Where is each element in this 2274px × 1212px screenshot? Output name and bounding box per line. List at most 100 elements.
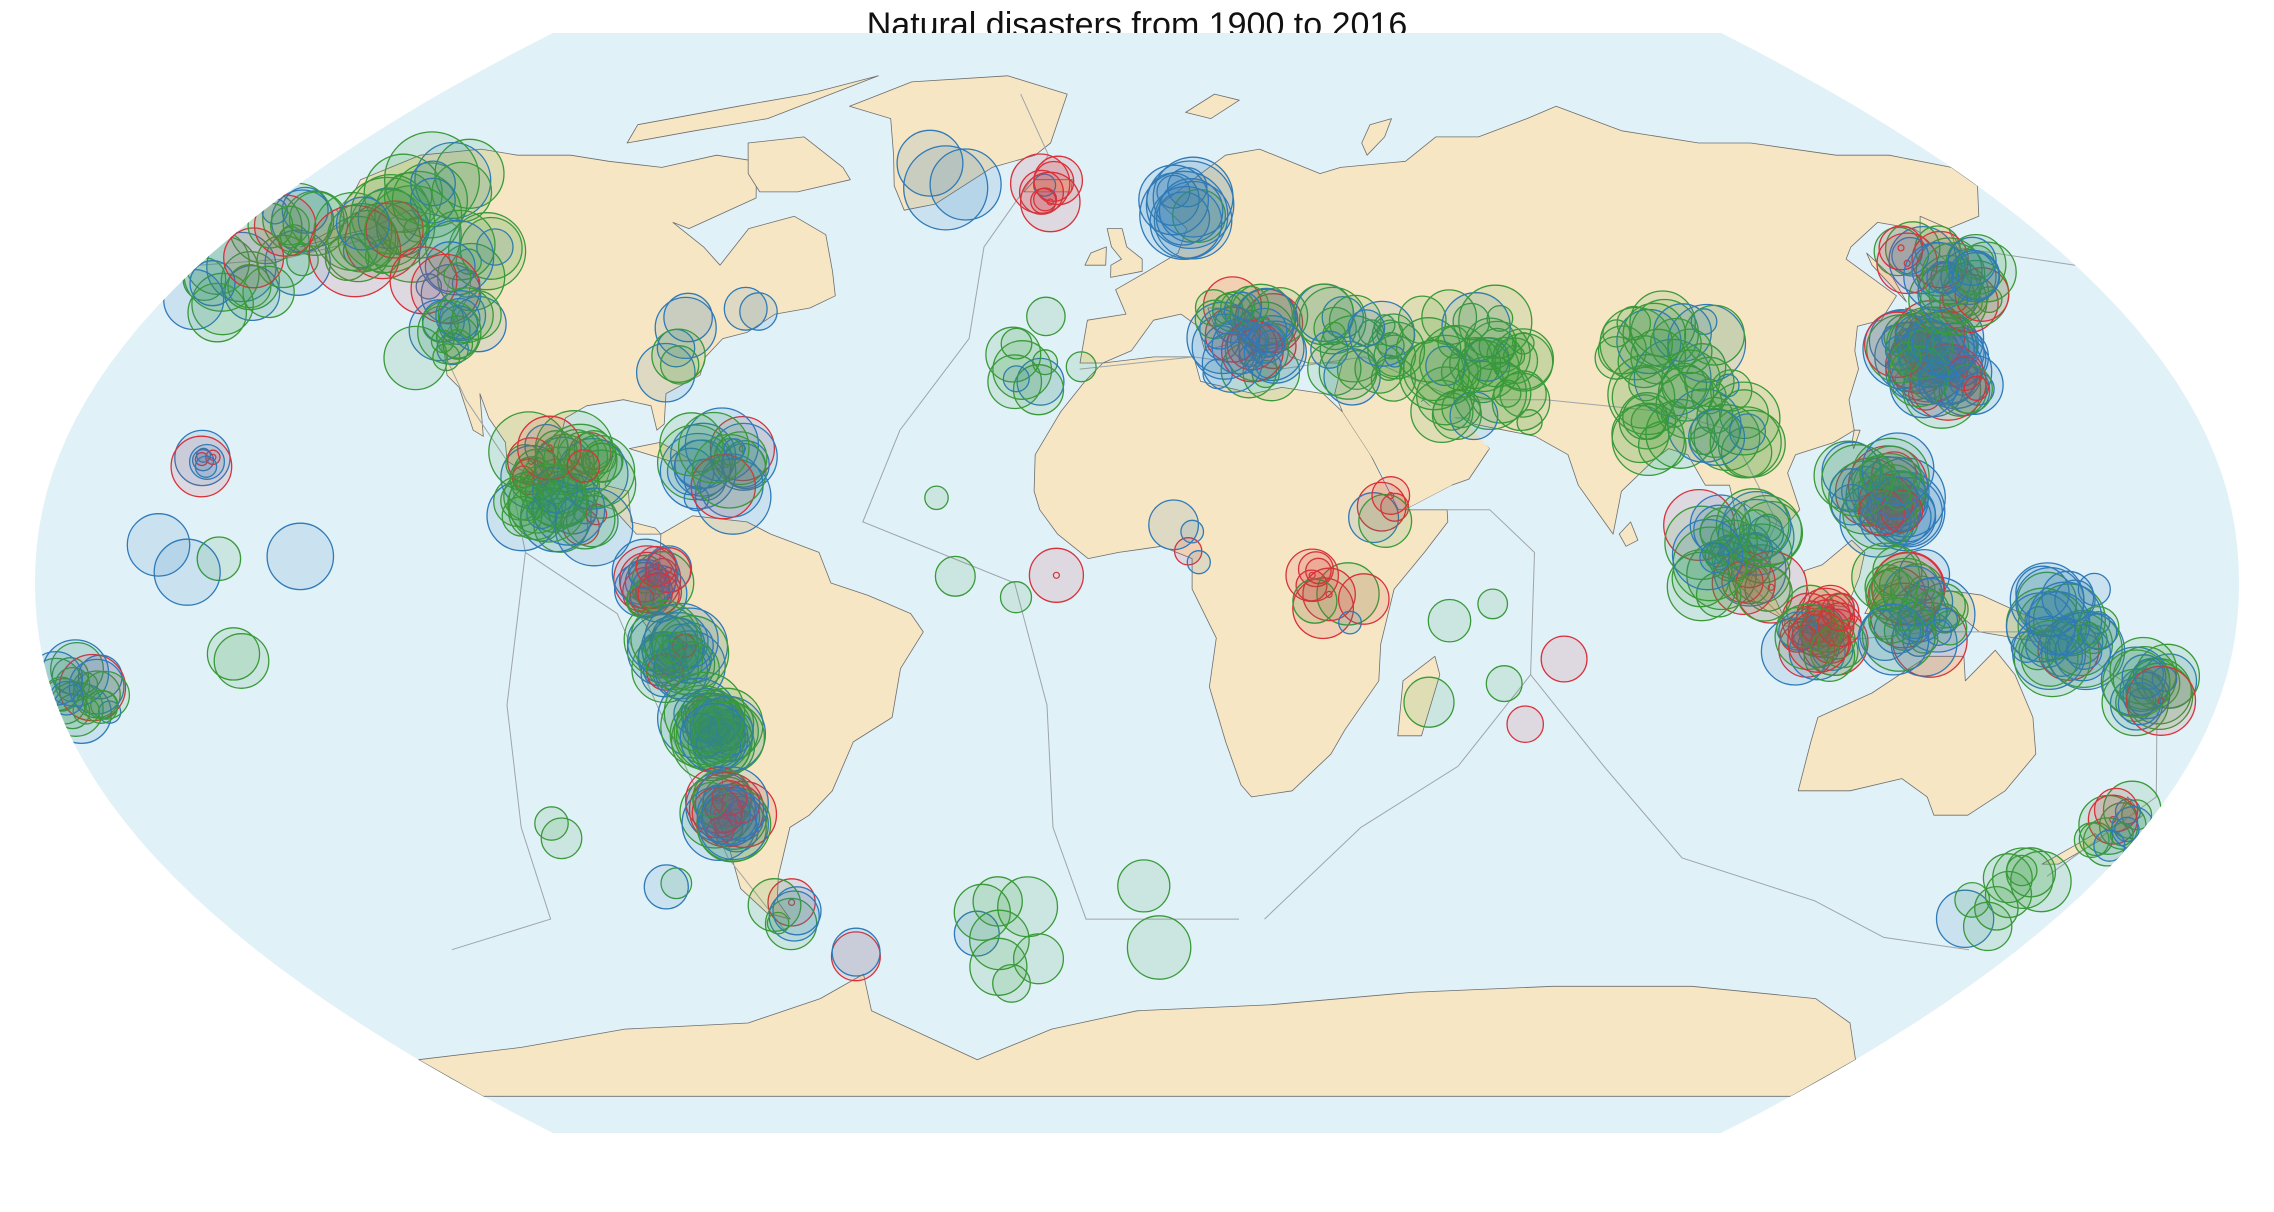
earthquake-marker[interactable] xyxy=(772,886,822,936)
tsunami-marker[interactable] xyxy=(934,555,976,597)
tsunami-marker[interactable] xyxy=(1907,329,1935,357)
earthquake-marker[interactable] xyxy=(2040,634,2084,677)
tsunami-marker[interactable] xyxy=(1313,306,1357,351)
volcano-marker[interactable] xyxy=(713,809,737,834)
tsunami-marker[interactable] xyxy=(1611,402,1686,477)
tsunami-marker[interactable] xyxy=(2082,817,2133,867)
earthquake-marker[interactable] xyxy=(1180,519,1205,544)
tsunami-marker[interactable] xyxy=(72,697,100,725)
tsunami-marker[interactable] xyxy=(1709,369,1753,412)
earthquake-marker[interactable] xyxy=(1223,291,1262,330)
earthquake-marker[interactable] xyxy=(896,129,964,197)
earthquake-marker[interactable] xyxy=(831,927,881,977)
earthquake-marker[interactable] xyxy=(195,447,212,463)
tsunami-marker[interactable] xyxy=(1292,283,1355,346)
tsunami-marker[interactable] xyxy=(691,433,767,509)
tsunami-marker[interactable] xyxy=(206,627,261,681)
earthquake-marker[interactable] xyxy=(424,241,476,293)
tsunami-marker[interactable] xyxy=(1945,233,2007,296)
earthquake-marker[interactable] xyxy=(1947,236,1997,286)
tsunami-marker[interactable] xyxy=(992,963,1031,1003)
earthquake-marker[interactable] xyxy=(126,513,191,577)
tsunami-marker[interactable] xyxy=(269,205,310,246)
tsunami-marker[interactable] xyxy=(999,581,1033,614)
tsunami-marker[interactable] xyxy=(1012,933,1065,985)
tsunami-marker[interactable] xyxy=(443,262,472,291)
tsunami-marker[interactable] xyxy=(534,806,569,841)
tsunami-marker[interactable] xyxy=(1842,474,1918,550)
tsunami-marker[interactable] xyxy=(1597,325,1647,375)
volcano-marker[interactable] xyxy=(566,449,601,483)
earthquake-marker[interactable] xyxy=(2093,829,2126,862)
earthquake-marker[interactable] xyxy=(1145,160,1235,250)
tsunami-marker[interactable] xyxy=(1464,320,1531,388)
tsunami-marker[interactable] xyxy=(663,671,746,754)
earthquake-marker[interactable] xyxy=(1002,365,1030,393)
tsunami-marker[interactable] xyxy=(2073,822,2110,859)
earthquake-marker[interactable] xyxy=(1688,408,1746,466)
tsunami-marker[interactable] xyxy=(1499,370,1547,418)
volcano-marker[interactable] xyxy=(170,435,233,498)
earthquake-marker[interactable] xyxy=(1255,351,1282,379)
volcano-marker[interactable] xyxy=(1787,610,1850,673)
tsunami-marker[interactable] xyxy=(651,328,706,383)
earthquake-marker[interactable] xyxy=(2028,581,2103,656)
earthquake-marker[interactable] xyxy=(1911,310,1979,378)
tsunami-marker[interactable] xyxy=(326,203,397,273)
earthquake-marker[interactable] xyxy=(929,148,1002,221)
tsunami-marker[interactable] xyxy=(1194,289,1233,327)
tsunami-marker[interactable] xyxy=(1419,324,1493,399)
tsunami-marker[interactable] xyxy=(459,216,523,280)
tsunami-marker[interactable] xyxy=(1818,619,1868,669)
tsunami-marker[interactable] xyxy=(1397,295,1447,345)
volcano-marker[interactable] xyxy=(690,453,757,520)
earthquake-marker[interactable] xyxy=(1186,550,1211,575)
earthquake-marker[interactable] xyxy=(674,439,725,490)
earthquake-marker[interactable] xyxy=(679,702,749,772)
earthquake-marker[interactable] xyxy=(643,864,689,910)
tsunami-marker[interactable] xyxy=(1690,407,1741,458)
volcano-marker[interactable] xyxy=(1009,153,1071,214)
volcano-marker[interactable] xyxy=(1302,567,1356,622)
tsunami-marker[interactable] xyxy=(1753,513,1783,543)
tsunami-marker[interactable] xyxy=(1516,409,1543,436)
earthquake-marker[interactable] xyxy=(554,487,634,567)
tsunami-marker[interactable] xyxy=(286,243,319,277)
tsunami-marker[interactable] xyxy=(383,131,481,228)
volcano-marker[interactable] xyxy=(1033,155,1084,206)
earthquake-marker[interactable] xyxy=(723,438,746,461)
tsunami-marker[interactable] xyxy=(1316,562,1380,626)
earthquake-marker[interactable] xyxy=(1149,185,1223,259)
earthquake-marker[interactable] xyxy=(1243,320,1307,384)
volcano-marker[interactable] xyxy=(205,449,221,466)
tsunami-marker[interactable] xyxy=(1457,339,1511,393)
earthquake-marker[interactable] xyxy=(1859,496,1911,548)
tsunami-marker[interactable] xyxy=(1395,317,1462,383)
tsunami-marker[interactable] xyxy=(1485,665,1523,703)
tsunami-marker[interactable] xyxy=(508,463,588,543)
disaster-markers[interactable] xyxy=(29,129,2201,1003)
tsunami-marker[interactable] xyxy=(1336,349,1377,391)
tsunami-marker[interactable] xyxy=(1594,335,1639,380)
earthquake-marker[interactable] xyxy=(2052,615,2077,641)
volcano-marker[interactable] xyxy=(1791,624,1817,651)
tsunami-marker[interactable] xyxy=(213,633,270,689)
tsunami-marker[interactable] xyxy=(1452,302,1491,341)
earthquake-marker[interactable] xyxy=(153,538,221,606)
tsunami-marker[interactable] xyxy=(992,340,1053,400)
volcano-marker[interactable] xyxy=(830,931,881,982)
tsunami-marker[interactable] xyxy=(451,290,502,340)
earthquake-marker[interactable] xyxy=(696,784,758,846)
earthquake-marker[interactable] xyxy=(1861,432,1935,506)
tsunami-marker[interactable] xyxy=(543,423,618,498)
tsunami-marker[interactable] xyxy=(1715,488,1790,563)
earthquake-marker[interactable] xyxy=(1948,250,2001,302)
volcano-marker[interactable] xyxy=(308,204,402,298)
tsunami-marker[interactable] xyxy=(1954,881,1991,918)
tsunami-marker[interactable] xyxy=(1377,332,1405,360)
tsunami-marker[interactable] xyxy=(1065,351,1097,383)
volcano-marker[interactable] xyxy=(645,547,692,594)
volcano-marker[interactable] xyxy=(1305,557,1332,585)
earthquake-marker[interactable] xyxy=(1152,156,1234,238)
tsunami-marker[interactable] xyxy=(924,485,949,511)
